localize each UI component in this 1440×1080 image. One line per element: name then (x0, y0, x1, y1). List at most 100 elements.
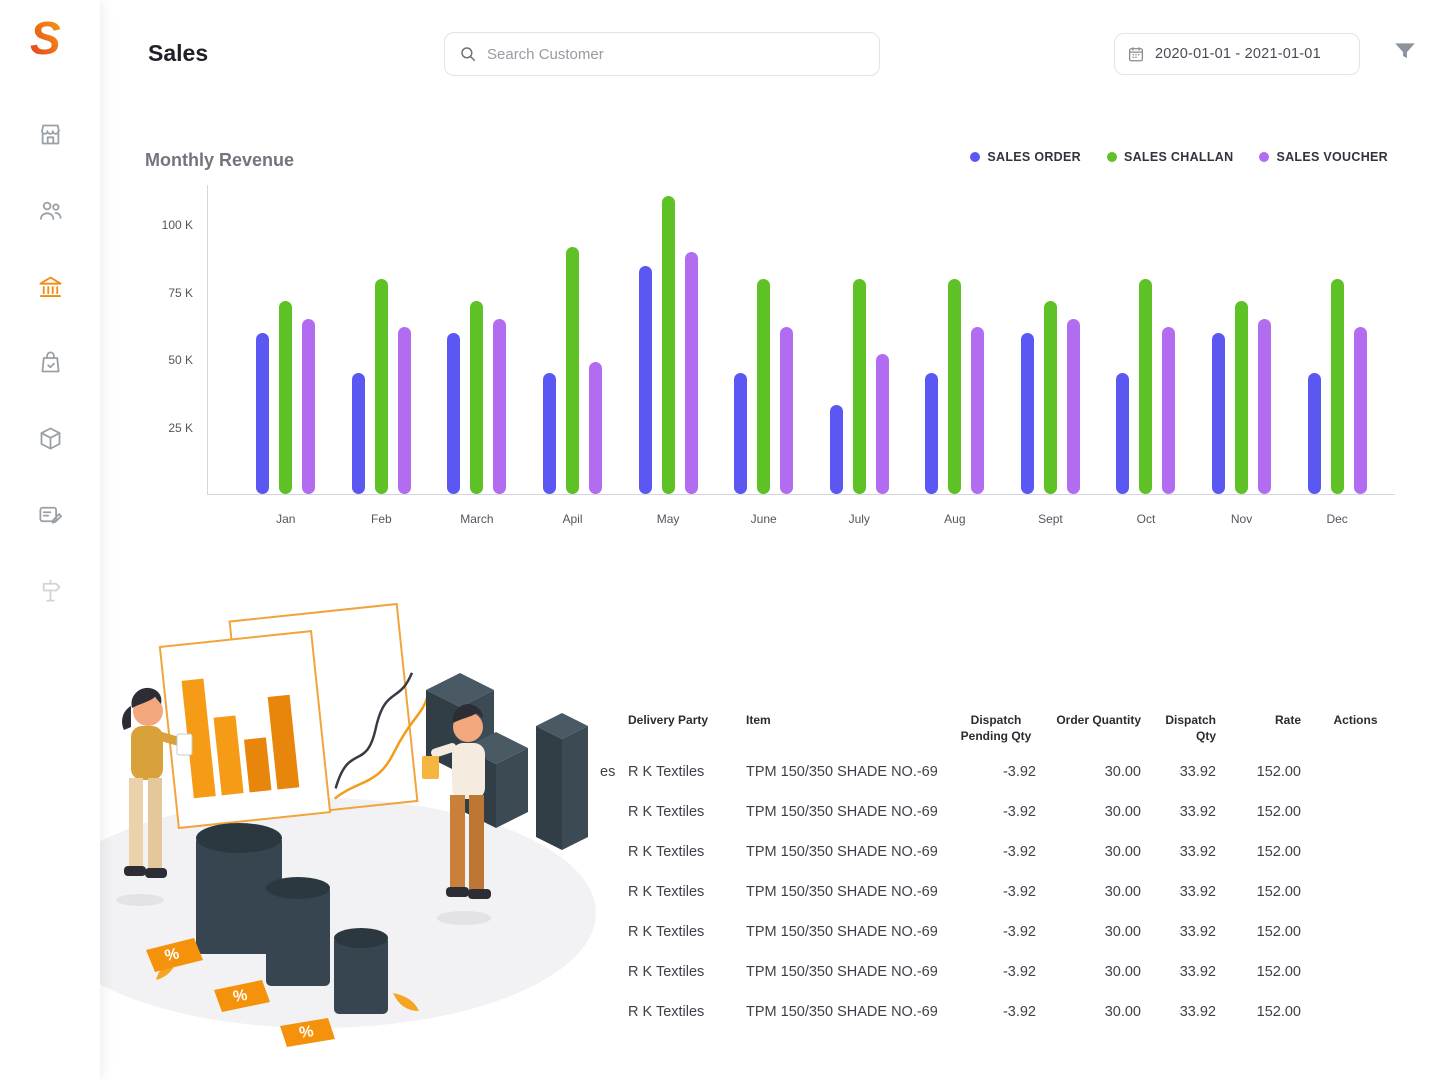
customers-icon (39, 201, 61, 220)
customer-search[interactable] (444, 32, 880, 76)
bar[interactable] (256, 332, 270, 494)
bar[interactable] (661, 195, 675, 494)
bar[interactable] (1066, 319, 1080, 494)
cell-delivery_party: R K Textiles (628, 924, 705, 941)
bar[interactable] (1307, 373, 1321, 494)
bar[interactable] (1162, 327, 1176, 494)
cell-item: TPM 150/350 SHADE NO.-69 (746, 1004, 938, 1021)
sidebar-item-store[interactable] (12, 96, 88, 172)
bar[interactable] (948, 279, 962, 494)
x-axis-label: Feb (371, 512, 392, 526)
bar[interactable] (589, 362, 603, 494)
app-logo[interactable]: S (24, 12, 76, 64)
sidebar-nav (12, 96, 88, 628)
bar[interactable] (1043, 300, 1057, 494)
bar[interactable] (566, 246, 580, 494)
cell-fragment (590, 832, 618, 872)
cell-item: TPM 150/350 SHADE NO.-69 (746, 844, 938, 861)
column-header-dispatch_pending_qty[interactable]: Dispatch Pending Qty (960, 713, 1032, 744)
bar-group-apil: Apil (543, 185, 603, 526)
sidebar-item-milestones[interactable] (12, 552, 88, 628)
bar[interactable] (543, 373, 557, 494)
column-header-order_quantity[interactable]: Order Quantity (1056, 713, 1141, 727)
x-axis-label: July (848, 512, 870, 526)
bar[interactable] (470, 300, 484, 494)
column-header-rate[interactable]: Rate (1274, 713, 1301, 727)
bar[interactable] (971, 327, 985, 494)
cell-dispatch_qty: 33.92 (1179, 844, 1216, 861)
bar[interactable] (374, 279, 388, 494)
table-row[interactable]: R K Textiles TPM 150/350 SHADE NO.-69 -3.9… (590, 872, 1400, 912)
table-row[interactable]: R K Textiles TPM 150/350 SHADE NO.-69 -3.9… (590, 992, 1400, 1032)
table-row[interactable]: R K Textiles TPM 150/350 SHADE NO.-69 -3.9… (590, 792, 1400, 832)
bar[interactable] (1020, 332, 1034, 494)
sidebar-item-purchases[interactable] (12, 324, 88, 400)
bar-group-oct: Oct (1116, 185, 1176, 526)
sidebar: S (0, 0, 100, 1080)
column-header-actions[interactable]: Actions (1333, 713, 1378, 727)
cell-fragment: es (600, 764, 616, 781)
bar[interactable] (734, 373, 748, 494)
bar[interactable] (397, 327, 411, 494)
cell-actions (1311, 952, 1400, 992)
bar[interactable] (925, 373, 939, 494)
bar[interactable] (1212, 332, 1226, 494)
bar[interactable] (302, 319, 316, 494)
table-row[interactable]: R K Textiles TPM 150/350 SHADE NO.-69 -3.9… (590, 912, 1400, 952)
x-axis-label: March (460, 512, 494, 526)
bar[interactable] (684, 252, 698, 494)
bar[interactable] (1353, 327, 1367, 494)
cell-dispatch_qty: 33.92 (1179, 964, 1216, 981)
cell-rate: 152.00 (1256, 804, 1301, 821)
column-header-dispatch_qty[interactable]: Dispatch Qty (1165, 713, 1216, 744)
column-header-item[interactable]: Item (746, 713, 771, 727)
bar[interactable] (1139, 279, 1153, 494)
cell-rate: 152.00 (1256, 924, 1301, 941)
legend-item[interactable]: SALES ORDER (970, 150, 1081, 164)
filter-button[interactable] (1392, 38, 1422, 68)
bar[interactable] (829, 405, 843, 494)
bar-group-dec: Dec (1307, 185, 1367, 526)
sidebar-item-inventory[interactable] (12, 400, 88, 476)
bar-plot: Jan Feb March Apil May June July Aug Sept Oct Nov D… (207, 185, 1395, 526)
table-body: es R K Textiles TPM 150/350 SHADE NO.-69 -3… (590, 752, 1400, 1032)
x-axis-label: Sept (1038, 512, 1063, 526)
y-tick-label: 25 K (168, 420, 193, 435)
bar[interactable] (351, 373, 365, 494)
bar[interactable] (638, 265, 652, 494)
bar[interactable] (1330, 279, 1344, 494)
legend-item[interactable]: SALES VOUCHER (1259, 150, 1388, 164)
table-row[interactable]: R K Textiles TPM 150/350 SHADE NO.-69 -3.9… (590, 832, 1400, 872)
discount-tag-symbol: % (232, 987, 249, 1006)
x-axis-label: Jan (276, 512, 296, 526)
cell-actions (1311, 872, 1400, 912)
sidebar-item-customers[interactable] (12, 172, 88, 248)
table-row[interactable]: R K Textiles TPM 150/350 SHADE NO.-69 -3.9… (590, 952, 1400, 992)
bar[interactable] (875, 354, 889, 494)
bar[interactable] (852, 279, 866, 494)
bar[interactable] (447, 332, 461, 494)
cell-item: TPM 150/350 SHADE NO.-69 (746, 764, 938, 781)
cell-actions (1311, 912, 1400, 952)
discount-tag-symbol: % (163, 945, 180, 965)
column-header-delivery_party[interactable]: Delivery Party (628, 713, 709, 727)
sidebar-item-sales[interactable] (12, 248, 88, 324)
bar[interactable] (1235, 300, 1249, 494)
legend-item[interactable]: SALES CHALLAN (1106, 150, 1233, 164)
bar[interactable] (279, 300, 293, 494)
table-row[interactable]: es R K Textiles TPM 150/350 SHADE NO.-69 -3… (590, 752, 1400, 792)
bar[interactable] (1116, 373, 1130, 494)
cell-order_quantity: 30.00 (1104, 884, 1141, 901)
cell-rate: 152.00 (1256, 844, 1301, 861)
bar[interactable] (757, 279, 771, 494)
sales-orders-table: Delivery Party Item Dispatch Pending Qty Or… (590, 712, 1400, 1032)
search-input[interactable] (487, 45, 865, 63)
bar[interactable] (780, 327, 794, 494)
bar[interactable] (1258, 319, 1272, 494)
analytics-illustration: % % % (28, 598, 608, 1068)
date-range-picker[interactable]: 2020-01-01 - 2021-01-01 (1114, 33, 1360, 75)
cell-dispatch_pending_qty: -3.92 (1002, 804, 1036, 821)
sidebar-item-documents[interactable] (12, 476, 88, 552)
cell-dispatch_qty: 33.92 (1179, 764, 1216, 781)
bar[interactable] (493, 319, 507, 494)
